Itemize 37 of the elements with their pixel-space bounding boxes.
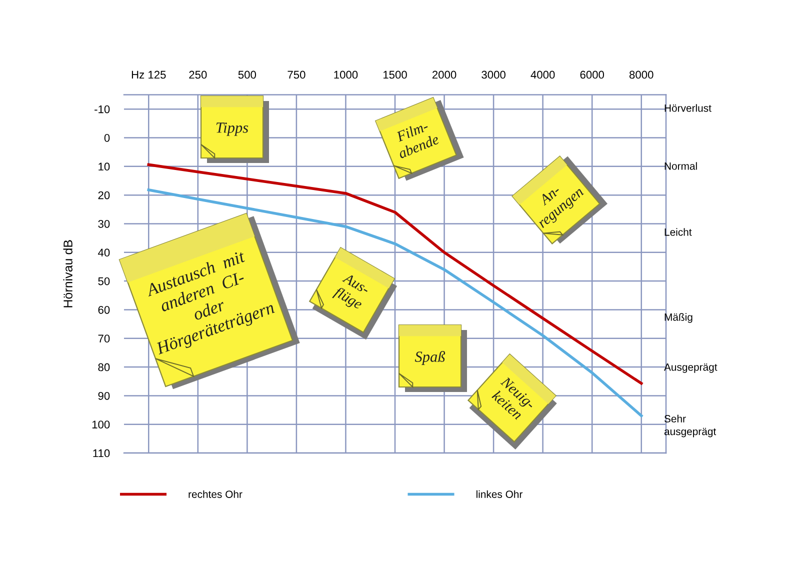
annotation: Sehr ausgeprägt bbox=[664, 414, 716, 438]
x-tick-label: 500 bbox=[238, 70, 256, 79]
annotation: Tipps bbox=[216, 122, 248, 136]
y-tick-label: 90 bbox=[98, 392, 110, 400]
annotation: Spaß bbox=[414, 350, 446, 366]
annotation: Hörverlust bbox=[664, 104, 712, 112]
x-tick-label: 3000 bbox=[482, 70, 506, 79]
x-tick-label: 1500 bbox=[383, 70, 407, 79]
y-tick-label: 80 bbox=[98, 363, 110, 372]
x-tick-label: 8000 bbox=[629, 70, 654, 79]
legend-label: rechtes Ohr bbox=[188, 490, 242, 498]
y-tick-label: 0 bbox=[104, 134, 110, 142]
x-tick-label: 2000 bbox=[432, 70, 456, 79]
annotation: Normal bbox=[664, 162, 697, 170]
x-tick-label: 6000 bbox=[580, 70, 604, 79]
x-tick-label: 4000 bbox=[530, 70, 555, 79]
y-tick-label: 20 bbox=[98, 191, 110, 200]
y-tick-label: -10 bbox=[94, 105, 110, 114]
y-tick-label: 60 bbox=[98, 306, 110, 314]
y-tick-label: 100 bbox=[92, 420, 110, 428]
x-tick-label: 750 bbox=[288, 70, 306, 79]
legend-label: linkes Ohr bbox=[476, 490, 523, 498]
x-tick-label: Hz 125 bbox=[132, 70, 166, 79]
y-tick-label: 110 bbox=[93, 449, 110, 458]
annotation: Mäßig bbox=[664, 313, 692, 323]
y-tick-label: 40 bbox=[98, 248, 110, 257]
y-tick-label: 50 bbox=[98, 277, 110, 286]
annotation: Film- abende bbox=[395, 120, 440, 159]
y-tick-label: 70 bbox=[98, 334, 110, 343]
annotation: Leicht bbox=[664, 228, 692, 236]
x-tick-label: 1000 bbox=[334, 70, 358, 79]
x-tick-label: 250 bbox=[189, 70, 207, 79]
y-tick-label: 10 bbox=[98, 162, 110, 171]
annotation: Aus- flüge bbox=[332, 272, 370, 312]
y-tick-label: 30 bbox=[98, 220, 110, 228]
annotation: Ausgeprägt bbox=[664, 364, 718, 373]
y-axis-title: Hörnivau dB bbox=[63, 240, 72, 308]
